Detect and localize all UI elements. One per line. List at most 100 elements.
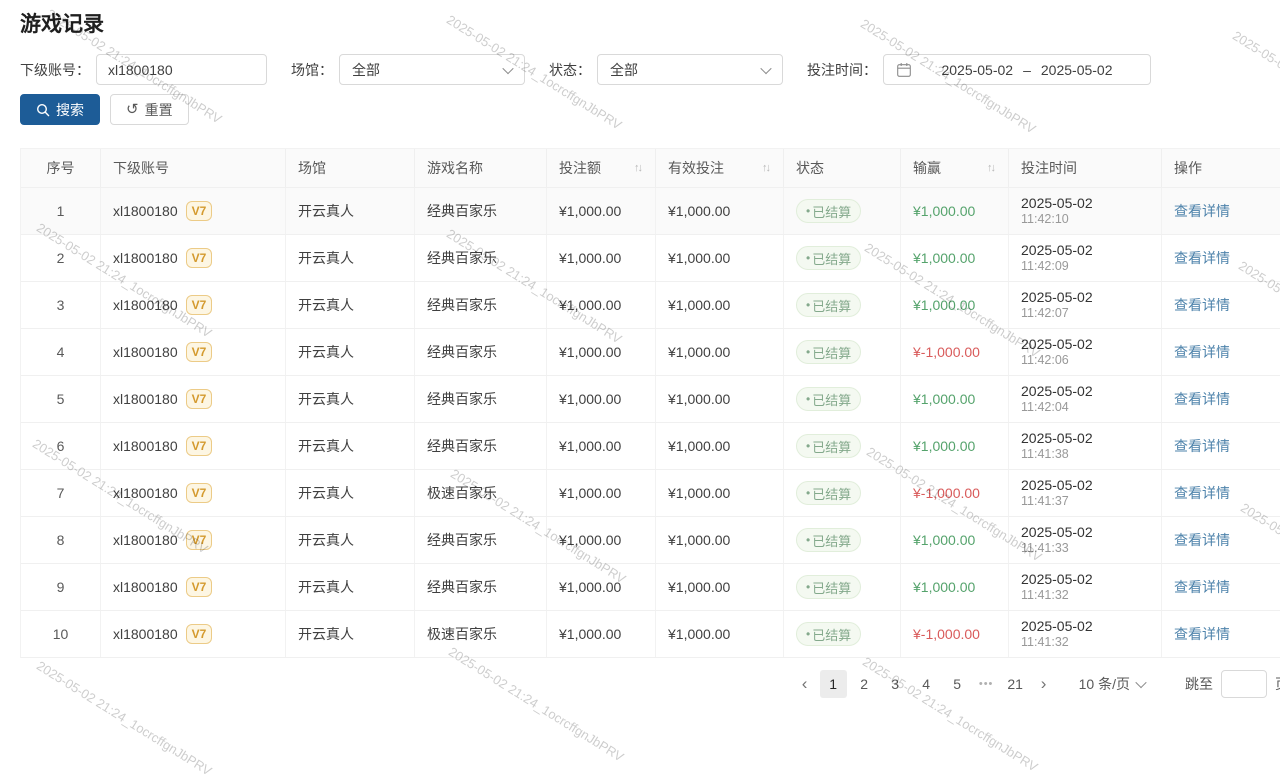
win-amount: ¥1,000.00 xyxy=(913,391,976,407)
account-input[interactable] xyxy=(96,54,267,85)
game-name-cell: 经典百家乐 xyxy=(415,517,547,563)
win-amount: ¥1,000.00 xyxy=(913,203,976,219)
bet-date: 2025-05-02 xyxy=(1021,430,1093,446)
status-dot-icon: • xyxy=(806,533,811,547)
bet-date: 2025-05-02 xyxy=(1021,477,1093,493)
venue-cell: 开云真人 xyxy=(286,188,415,234)
page-number-4[interactable]: 4 xyxy=(922,676,931,692)
venue-select[interactable]: 全部 xyxy=(339,54,525,85)
page-number-21[interactable]: 21 xyxy=(1007,676,1023,692)
sort-icon[interactable]: ↑↓ xyxy=(762,162,771,174)
account-filter: 下级账号： xyxy=(20,54,267,85)
status-select[interactable]: 全部 xyxy=(597,54,783,85)
view-details-link[interactable]: 查看详情 xyxy=(1174,579,1230,595)
column-header-valid-bet: 有效投注 ↑↓ xyxy=(656,149,784,187)
page-number-3[interactable]: 3 xyxy=(891,676,900,692)
status-cell: • 已结算 xyxy=(784,564,901,610)
win-loss-cell: ¥-1,000.00 xyxy=(901,470,1009,516)
win-loss-cell: ¥1,000.00 xyxy=(901,282,1009,328)
bet-time-cell: 2025-05-02 11:41:33 xyxy=(1009,517,1162,563)
account-value: xl1800180 xyxy=(113,579,178,595)
status-dot-icon: • xyxy=(806,486,811,500)
win-loss-cell: ¥1,000.00 xyxy=(901,564,1009,610)
sort-icon[interactable]: ↑↓ xyxy=(987,162,996,174)
view-details-link[interactable]: 查看详情 xyxy=(1174,626,1230,642)
reset-button[interactable]: ↺ 重置 xyxy=(110,94,189,125)
level-badge: V7 xyxy=(185,530,213,550)
page-size-select[interactable]: 10 条/页 xyxy=(1078,674,1147,694)
bet-time-cell: 2025-05-02 11:42:10 xyxy=(1009,188,1162,234)
account-cell: xl1800180 V7 xyxy=(101,329,286,375)
view-details-link[interactable]: 查看详情 xyxy=(1174,532,1230,548)
view-details-link[interactable]: 查看详情 xyxy=(1174,391,1230,407)
status-cell: • 已结算 xyxy=(784,470,901,516)
status-text: 已结算 xyxy=(812,392,852,408)
jump-page-input[interactable] xyxy=(1221,670,1267,698)
venue-cell: 开云真人 xyxy=(286,517,415,563)
page-number-2[interactable]: 2 xyxy=(860,676,869,692)
bet-date: 2025-05-02 xyxy=(1021,571,1093,587)
bet-amount-cell: ¥1,000.00 xyxy=(547,564,656,610)
search-button[interactable]: 搜索 xyxy=(20,94,100,125)
view-details-link[interactable]: 查看详情 xyxy=(1174,297,1230,313)
valid-bet-cell: ¥1,000.00 xyxy=(656,188,784,234)
prev-page-button[interactable]: ‹ xyxy=(801,674,808,693)
view-details-link[interactable]: 查看详情 xyxy=(1174,438,1230,454)
page-size-value: 10 条/页 xyxy=(1078,676,1130,692)
status-cell: • 已结算 xyxy=(784,235,901,281)
date-start-value: 2025-05-02 xyxy=(941,61,1014,78)
bet-amount-cell: ¥1,000.00 xyxy=(547,423,656,469)
sort-icon[interactable]: ↑↓ xyxy=(634,162,643,174)
bet-time: 11:42:06 xyxy=(1021,353,1069,367)
bet-date: 2025-05-02 xyxy=(1021,618,1093,634)
bet-time-cell: 2025-05-02 11:42:09 xyxy=(1009,235,1162,281)
view-details-link[interactable]: 查看详情 xyxy=(1174,485,1230,501)
bet-date: 2025-05-02 xyxy=(1021,242,1093,258)
bet-amount-cell: ¥1,000.00 xyxy=(547,376,656,422)
status-dot-icon: • xyxy=(806,204,811,218)
view-details-link[interactable]: 查看详情 xyxy=(1174,344,1230,360)
account-label: 下级账号： xyxy=(20,61,90,78)
page-number-5[interactable]: 5 xyxy=(953,676,962,692)
account-value: xl1800180 xyxy=(113,250,178,266)
action-bar: 搜索 ↺ 重置 xyxy=(20,94,189,125)
view-details-link[interactable]: 查看详情 xyxy=(1174,250,1230,266)
account-cell: xl1800180 V7 xyxy=(101,188,286,234)
status-badge: • 已结算 xyxy=(796,575,862,599)
view-details-link[interactable]: 查看详情 xyxy=(1174,203,1230,219)
status-text: 已结算 xyxy=(812,533,852,549)
action-cell: 查看详情 xyxy=(1162,470,1280,516)
bet-time-range-picker[interactable]: 2025-05-02 – 2025-05-02 xyxy=(883,54,1151,85)
status-dot-icon: • xyxy=(806,251,811,265)
bet-amount-cell: ¥1,000.00 xyxy=(547,470,656,516)
row-index: 1 xyxy=(21,188,101,234)
status-text: 已结算 xyxy=(812,251,852,267)
next-page-button[interactable]: › xyxy=(1040,674,1047,693)
venue-cell: 开云真人 xyxy=(286,329,415,375)
valid-bet-cell: ¥1,000.00 xyxy=(656,282,784,328)
bet-time: 11:42:07 xyxy=(1021,306,1069,320)
bet-date: 2025-05-02 xyxy=(1021,195,1093,211)
date-end-value: 2025-05-02 xyxy=(1040,61,1113,78)
win-amount: ¥-1,000.00 xyxy=(913,626,980,642)
account-cell: xl1800180 V7 xyxy=(101,611,286,657)
status-cell: • 已结算 xyxy=(784,188,901,234)
page-number-1[interactable]: 1 xyxy=(819,670,847,698)
bet-time-cell: 2025-05-02 11:42:07 xyxy=(1009,282,1162,328)
bet-time-cell: 2025-05-02 11:41:38 xyxy=(1009,423,1162,469)
status-cell: • 已结算 xyxy=(784,329,901,375)
bet-time: 11:42:04 xyxy=(1021,400,1069,414)
venue-cell: 开云真人 xyxy=(286,235,415,281)
win-loss-cell: ¥1,000.00 xyxy=(901,423,1009,469)
watermark: 2025-05-02 21:24_1ocrcffgnJbPRV xyxy=(446,644,627,765)
date-separator: – xyxy=(1023,61,1031,78)
row-index: 2 xyxy=(21,235,101,281)
column-header-bet-amount: 投注额 ↑↓ xyxy=(547,149,656,187)
win-loss-cell: ¥1,000.00 xyxy=(901,376,1009,422)
status-badge: • 已结算 xyxy=(796,246,862,270)
bet-time-filter: 投注时间： 2025-05-02 – 2025-05-02 xyxy=(807,54,1151,85)
pagination-ellipsis[interactable]: ••• xyxy=(978,678,994,690)
win-amount: ¥1,000.00 xyxy=(913,250,976,266)
game-name-cell: 经典百家乐 xyxy=(415,282,547,328)
watermark: 2025-05-02 21:24_1ocrcffgnJbPRV xyxy=(34,658,215,778)
